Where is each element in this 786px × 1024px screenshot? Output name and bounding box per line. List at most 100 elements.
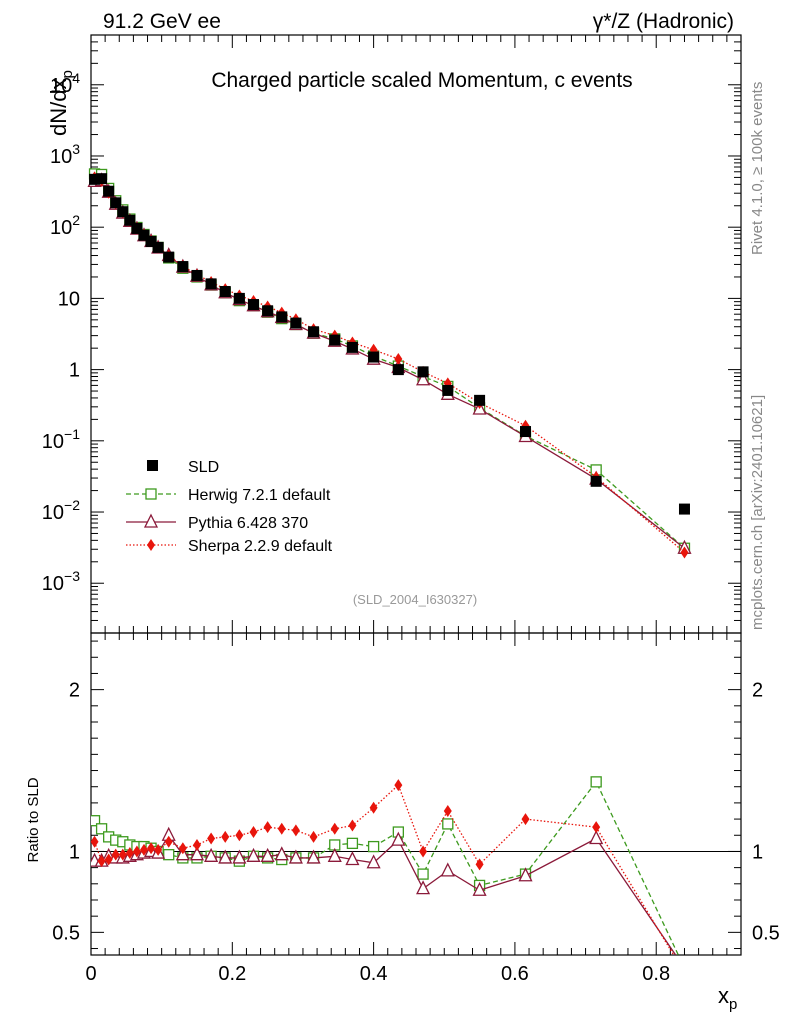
ratio-point-1	[416, 880, 431, 895]
x-tick-label: 0.6	[501, 963, 529, 985]
data-point-sld	[248, 299, 259, 311]
ratio-point-1	[472, 881, 487, 896]
ratio-point-2	[139, 843, 148, 856]
legend-sld-label: SLD	[188, 459, 219, 476]
legend-pythia-marker	[143, 513, 159, 528]
y-tick-label: 10−2	[42, 497, 80, 524]
data-point-sld	[590, 475, 602, 487]
data-point-sld	[262, 305, 274, 317]
series-point-3	[394, 352, 403, 365]
ratio-point-2	[192, 838, 201, 851]
data-point-sld	[138, 229, 150, 241]
data-point-sld	[96, 173, 108, 185]
axis-ticks	[90, 34, 742, 955]
data-point-sld	[678, 503, 690, 515]
x-tick-label: 0.8	[642, 963, 670, 985]
ratio-point-1	[366, 854, 381, 869]
data-point-sld	[205, 278, 217, 290]
data-point-sld	[368, 351, 380, 363]
ratio-point-0	[95, 823, 108, 835]
data-point-sld	[110, 197, 122, 209]
ratio-point-0	[163, 849, 175, 861]
ratio-line-2	[93, 783, 675, 955]
ratio-point-2	[235, 829, 244, 842]
data-point-sld	[191, 269, 203, 281]
ratio-point-1	[678, 961, 690, 973]
ratio-point-1	[232, 849, 247, 864]
data-point-sld	[417, 366, 429, 378]
legend-sherpa-marker	[147, 539, 155, 551]
chart-title: Charged particle scaled Momentum, c even…	[211, 69, 632, 92]
legend-sld-marker	[147, 460, 158, 471]
series-point-3	[680, 546, 689, 559]
series-line-2	[94, 179, 685, 549]
ratio-tick-label: 0.5	[52, 922, 80, 944]
ratio-tick-label-right: 0.5	[752, 922, 780, 944]
ratio-point-0	[346, 837, 359, 850]
ratio-point-2	[164, 835, 173, 848]
data-point-sld	[152, 241, 164, 253]
ratio-point-1	[327, 847, 342, 862]
x-tick-label: 0	[85, 963, 96, 985]
data-point-sld	[89, 173, 101, 185]
ratio-tick-label: 2	[69, 680, 80, 702]
ratio-point-2	[221, 830, 230, 843]
data-point-sld	[346, 341, 358, 353]
analysis-id: (SLD_2004_I630327)	[353, 592, 477, 607]
series-point-2	[416, 371, 431, 386]
ratio-point-2	[291, 824, 300, 837]
ratio-point-2	[125, 847, 134, 860]
rivet-label: Rivet 4.1.0, ≥ 100k events	[749, 82, 766, 255]
ratio-point-1	[440, 862, 455, 877]
header-process: γ*/Z (Hadronic)	[593, 10, 734, 33]
data-point-sld	[329, 334, 341, 346]
ratio-point-0	[442, 818, 454, 830]
ratio-series	[91, 776, 690, 973]
header-energy: 91.2 GeV ee	[103, 10, 221, 33]
y-tick-label: 10−1	[42, 426, 80, 453]
ratio-point-2	[394, 779, 403, 792]
ratio-point-0	[417, 868, 429, 880]
data-point-sld	[442, 384, 454, 396]
x-tick-label: 0.4	[360, 963, 388, 985]
ratio-point-2	[419, 845, 428, 858]
mcplots-label: mcplots.cern.ch [arXiv:2401.10621]	[749, 395, 766, 630]
ratio-point-2	[104, 853, 113, 866]
ratio-point-0	[590, 776, 602, 788]
ratio-point-2	[309, 830, 318, 843]
x-axis-label: xp	[718, 983, 737, 1013]
data-point-sld	[219, 285, 231, 297]
ratio-point-2	[521, 813, 530, 826]
ratio-point-1	[288, 849, 303, 864]
ratio-point-0	[367, 840, 380, 853]
ratio-point-0	[679, 963, 689, 973]
ratio-point-0	[91, 815, 101, 827]
ratio-point-2	[207, 832, 216, 845]
data-point-sld	[308, 326, 320, 338]
ratio-point-2	[249, 826, 258, 839]
x-tick-label: 0.2	[218, 963, 246, 985]
data-point-sld	[103, 185, 115, 197]
legend-pythia-label: Pythia 6.428 370	[188, 515, 308, 532]
ratio-point-2	[330, 822, 339, 835]
ratio-point-2	[348, 819, 357, 832]
ratio-tick-label-right: 2	[752, 680, 763, 702]
ratio-point-2	[111, 848, 120, 861]
ratio-point-1	[204, 847, 219, 862]
ratio-point-1	[589, 830, 604, 845]
legend-herwig-marker	[145, 488, 157, 500]
ratio-point-2	[91, 835, 99, 848]
ratio-point-2	[277, 822, 286, 835]
ratio-point-2	[475, 858, 484, 871]
ratio-point-2	[443, 804, 452, 817]
data-point-sld	[276, 311, 288, 323]
ratio-point-1	[518, 867, 533, 882]
data-point-sld	[520, 426, 532, 438]
y-tick-label: 103	[50, 141, 80, 168]
ratio-point-1	[306, 849, 321, 864]
ratio-frame	[90, 632, 742, 956]
ratio-point-2	[97, 855, 106, 868]
legend: SLD Herwig 7.2.1 default Pythia 6.428 37…	[126, 459, 333, 555]
y-tick-label: 10	[58, 288, 80, 310]
